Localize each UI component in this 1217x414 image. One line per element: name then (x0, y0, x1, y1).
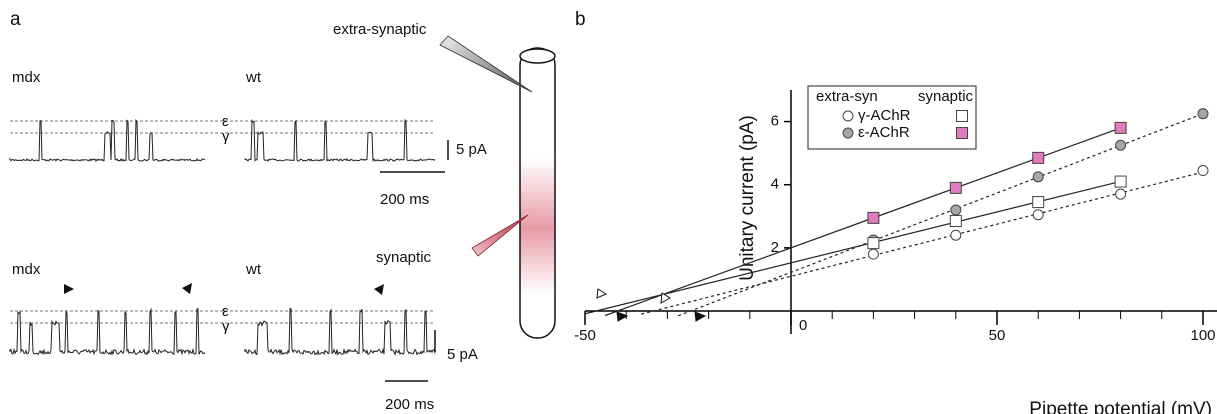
trace-label: mdx (12, 69, 41, 86)
data-point (1032, 196, 1045, 209)
trace-label: wt (245, 69, 262, 86)
data-point (950, 204, 962, 216)
data-point (1114, 121, 1127, 134)
fit-line (641, 171, 1204, 315)
chart: b -50 0 50 100 2 4 6 Unitary current (pA) Pipette… (574, 9, 1217, 414)
data-point (867, 211, 880, 224)
current-trace (244, 307, 436, 356)
data-point (1197, 108, 1209, 120)
data-point (1114, 175, 1127, 188)
panel-label: a (10, 9, 21, 30)
data-point (1115, 188, 1127, 200)
data-point (1032, 171, 1044, 183)
data-point (1115, 139, 1127, 151)
data-point (1032, 151, 1045, 164)
x-tick-label: 100 (1190, 327, 1215, 344)
data-point (949, 215, 962, 228)
x-axis-label: Pipette potential (mV) (1029, 399, 1212, 414)
scale-label: 200 ms (380, 191, 429, 208)
fiber-drawing (439, 35, 556, 339)
data-point (949, 181, 962, 194)
trace-label: mdx (12, 261, 41, 278)
x-tick-label: 50 (989, 327, 1006, 344)
level-label: ε (222, 303, 229, 320)
y-tick-label: 4 (771, 176, 779, 193)
data-point (950, 229, 962, 241)
level-label: γ (222, 318, 230, 335)
current-trace (9, 307, 206, 356)
level-label: γ (222, 128, 230, 145)
current-trace (244, 118, 436, 163)
pipette-label: extra-synaptic (333, 21, 427, 38)
legend-label: γ-AChR (858, 107, 911, 124)
level-label: ε (222, 113, 229, 130)
scale-label: 5 pA (447, 346, 478, 363)
current-trace (9, 118, 205, 162)
panel-label: b (575, 9, 586, 30)
y-tick-label: 6 (771, 113, 779, 130)
x-tick-label: -50 (574, 327, 596, 344)
legend-marker (956, 127, 968, 139)
x-tick-label: 0 (799, 317, 807, 334)
pipette-label: synaptic (376, 249, 432, 266)
legend-marker (842, 110, 854, 122)
y-tick-label: 2 (771, 239, 779, 256)
legend-marker (842, 127, 854, 139)
legend-box (807, 85, 977, 150)
trace-label: wt (245, 261, 262, 278)
legend-header: extra-syn (816, 88, 878, 105)
data-point (867, 248, 879, 260)
fit-line (584, 180, 1121, 315)
arrowheads (64, 283, 384, 295)
scale-label: 5 pA (456, 141, 487, 158)
scale-label: 200 ms (385, 396, 434, 413)
legend-header: synaptic (918, 88, 974, 105)
reversal-arrows (596, 288, 707, 322)
data-point (867, 237, 880, 250)
legend-label: ε-AChR (858, 124, 910, 141)
legend-marker (956, 110, 968, 122)
data-point (1197, 165, 1209, 177)
y-axis-label: Unitary current (pA) (737, 115, 758, 281)
data-point (1032, 209, 1044, 221)
